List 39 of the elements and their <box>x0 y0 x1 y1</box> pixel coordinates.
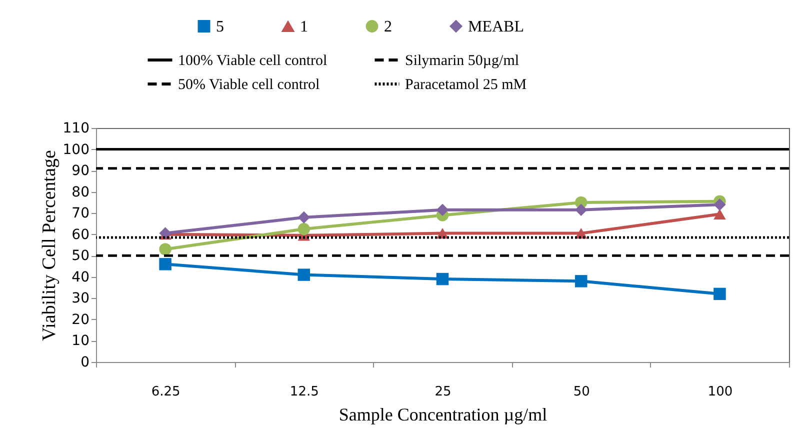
legend-label: 2 <box>384 18 392 36</box>
point <box>159 243 172 256</box>
y-axis-title: Viability Cell Percentage <box>38 150 60 341</box>
legend-label: 1 <box>300 18 308 36</box>
y-tick-label: 80 <box>72 184 90 200</box>
y-tick-label: 70 <box>72 206 90 222</box>
y-tick-label: 50 <box>72 248 90 264</box>
point <box>574 204 588 216</box>
point <box>298 268 310 281</box>
point <box>436 204 449 216</box>
x-tick-label: 100 <box>708 384 733 400</box>
point <box>574 275 588 288</box>
y-tick-label: 40 <box>72 269 90 286</box>
x-tick-label: 6.25 <box>151 384 180 400</box>
x-tick-label: 12.5 <box>290 384 319 400</box>
legend-label: 100% Viable cell control <box>178 53 328 69</box>
point <box>714 198 726 211</box>
y-tick-label: 60 <box>72 226 90 243</box>
y-tick-label: 100 <box>62 142 90 158</box>
legend-label: Silymarin 50µg/ml <box>405 53 520 69</box>
y-tick-label: 10 <box>72 333 90 350</box>
x-tick-label: 25 <box>434 384 452 400</box>
point <box>714 288 726 300</box>
y-tick-label: 20 <box>72 312 90 328</box>
legend-label: Paracetamol 25 mM <box>405 77 527 93</box>
point <box>298 211 310 224</box>
legend-label: 50% Viable cell control <box>178 77 320 93</box>
y-tick-label: 30 <box>72 290 90 307</box>
legend-label: MEABL <box>468 18 524 36</box>
y-tick-label: 110 <box>62 120 90 136</box>
point <box>298 222 310 236</box>
point <box>159 258 172 270</box>
point <box>714 208 726 220</box>
x-tick-label: 50 <box>573 384 590 400</box>
legend-label: 5 <box>216 18 224 36</box>
point <box>436 272 449 286</box>
y-tick-label: 0 <box>80 354 90 370</box>
x-axis-title: Sample Concentration µg/ml <box>338 404 548 424</box>
y-tick-label: 90 <box>72 163 90 180</box>
